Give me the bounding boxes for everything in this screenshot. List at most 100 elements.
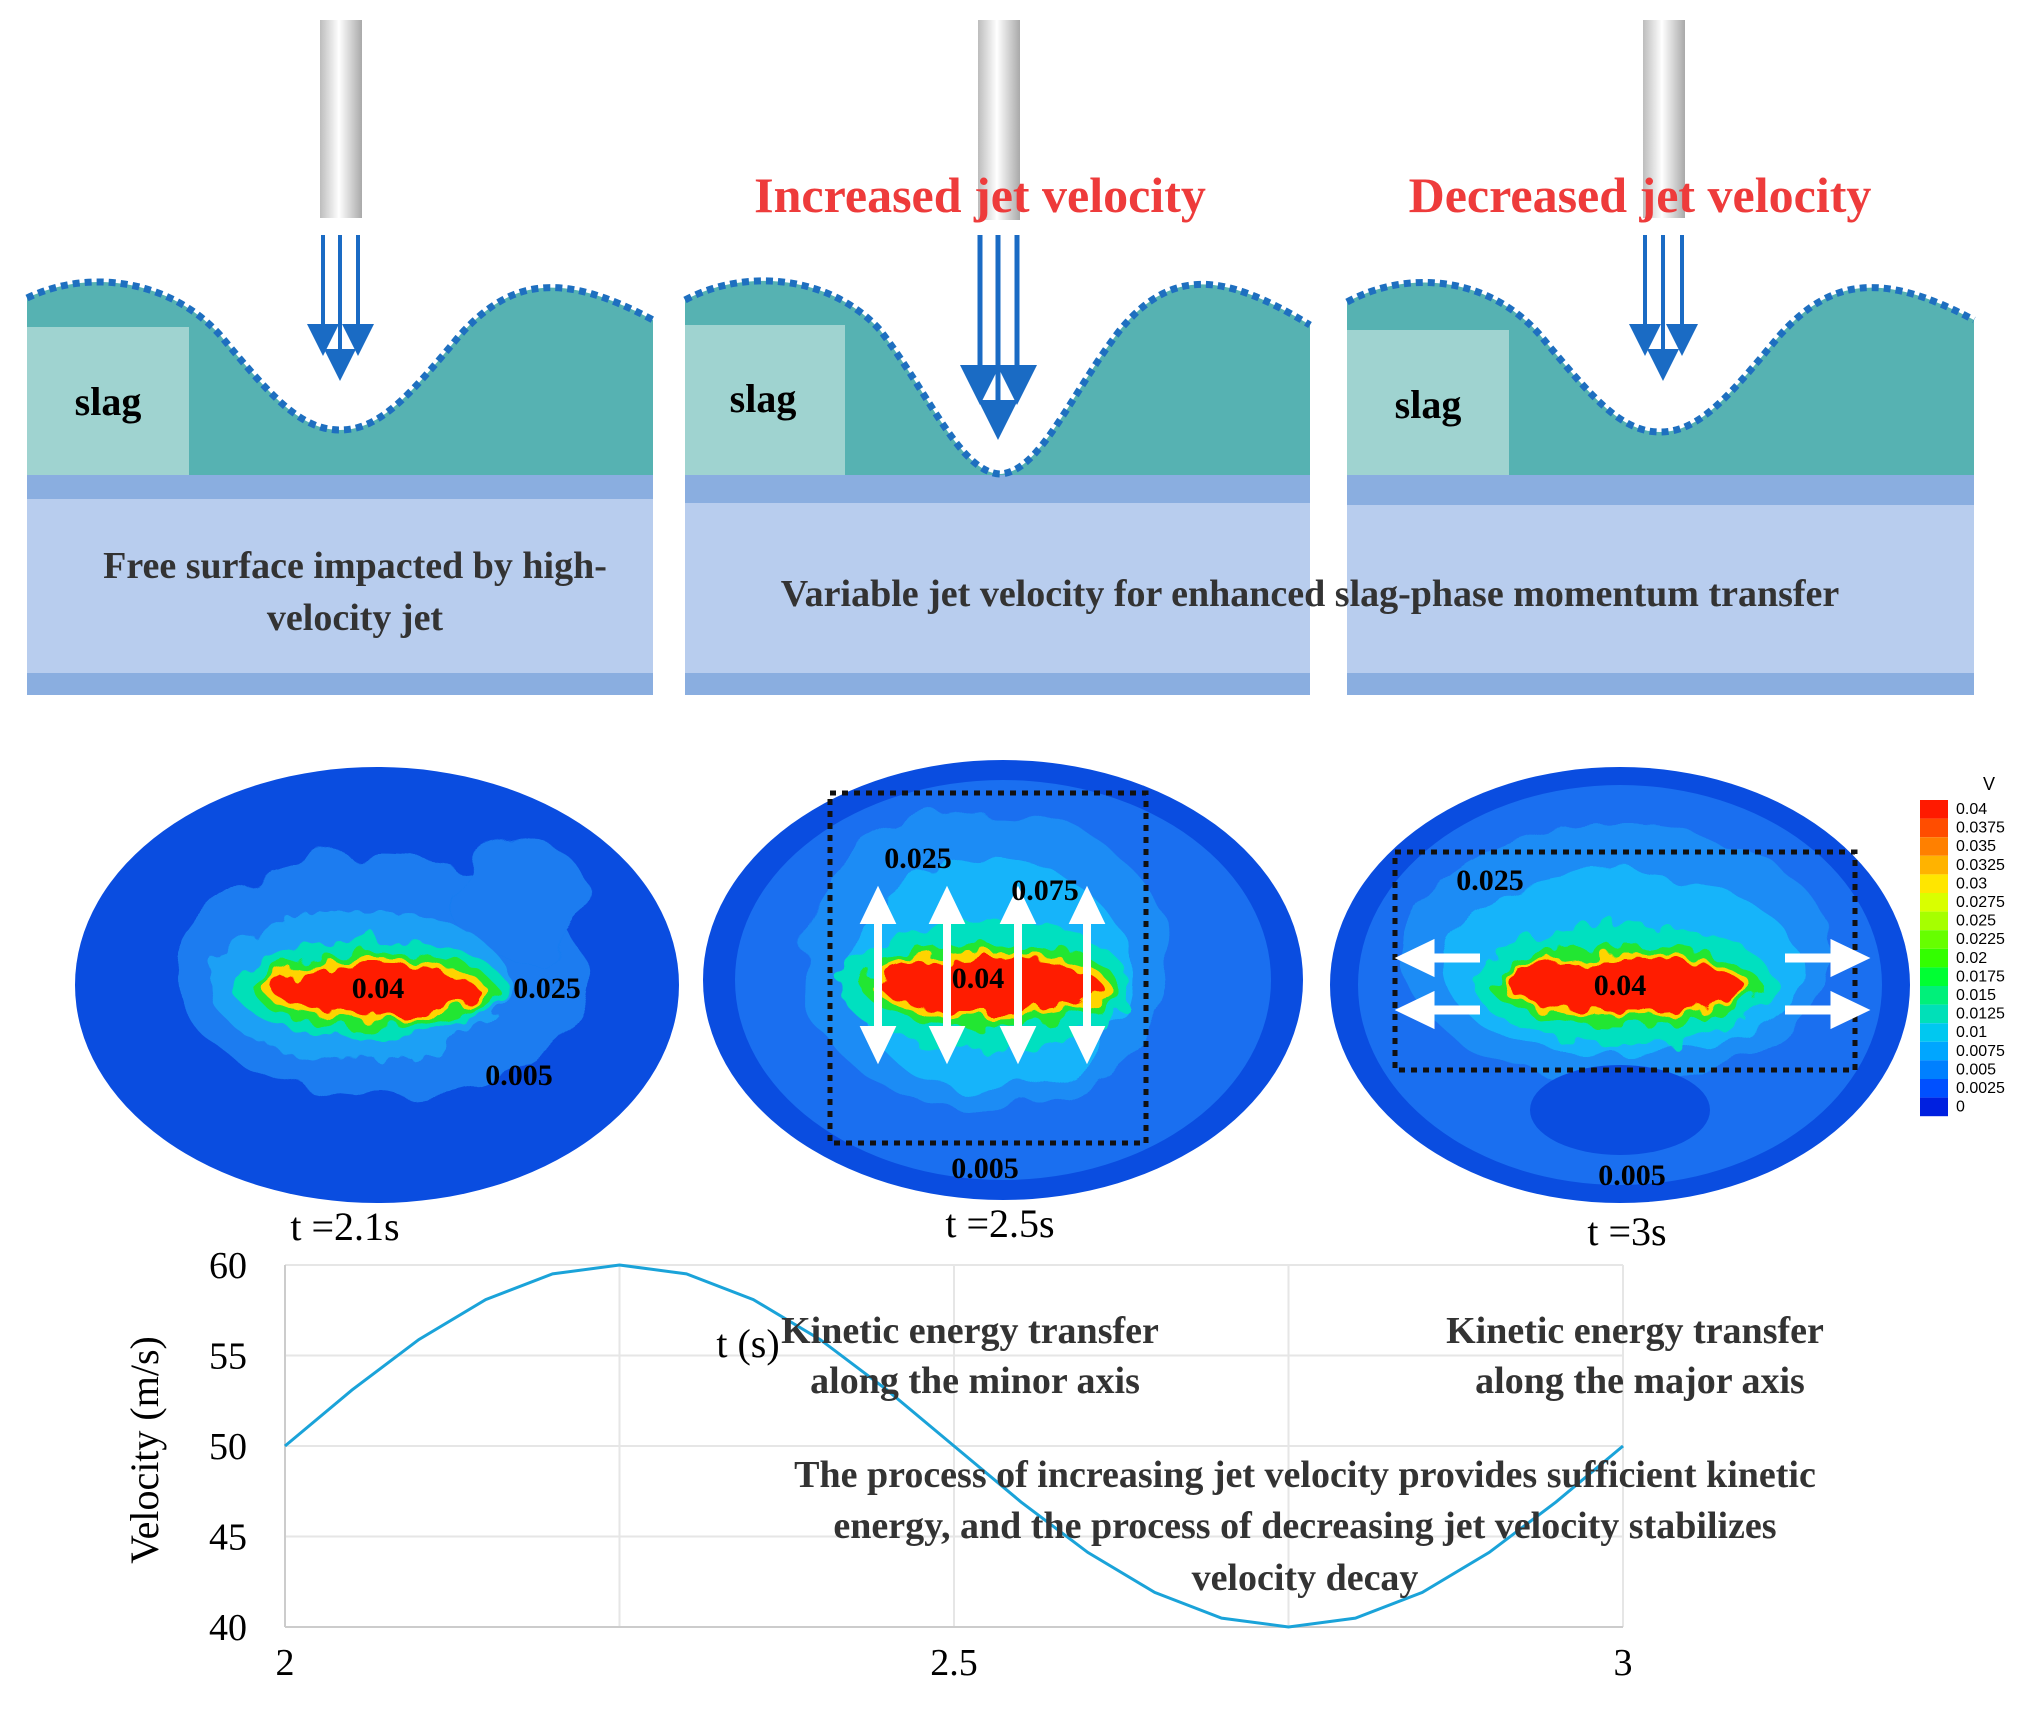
legend-swatch [1920, 837, 1948, 856]
time-label: t =2.5s [945, 1201, 1054, 1246]
legend-level-label: 0.01 [1956, 1024, 1987, 1041]
free-surface [683, 277, 1312, 478]
legend-swatch [1920, 1023, 1948, 1042]
velocity-series-line [284, 1263, 1624, 1629]
panel-caption-line-2: velocity jet [267, 597, 444, 639]
legend-level-label: 0.0225 [1956, 931, 2005, 948]
contour-1: 0.04 0.025 0.005 t =2.1s [75, 767, 679, 1249]
legend-level-label: 0.0025 [1956, 1080, 2005, 1097]
interface-band [27, 475, 653, 499]
time-label: t =2.1s [290, 1204, 399, 1249]
contour-3: 0.025 0.04 0.005 t =3s [1330, 767, 1910, 1254]
free-surface [1345, 278, 1976, 436]
contour-core-0.04 [880, 958, 1100, 1012]
legend-swatch [1920, 930, 1948, 949]
interface-band [1347, 475, 1974, 505]
contour-label: 0.005 [1598, 1159, 1666, 1192]
legend-level-label: 0.035 [1956, 838, 1996, 855]
panel-2: slag Increased jet velocity [683, 20, 1312, 695]
legend-swatch [1920, 1097, 1948, 1117]
x-axis-label: t (s) [716, 1321, 779, 1366]
legend-swatch [1920, 1041, 1948, 1061]
legend-swatch [1920, 1060, 1948, 1079]
legend-level-label: 0.02 [1956, 950, 1987, 967]
slag-block [685, 325, 845, 475]
contour-label: 0.075 [1011, 874, 1079, 907]
y-tick-label: 40 [209, 1607, 247, 1649]
contour-label: 0.04 [1594, 969, 1647, 1002]
y-tick-label: 60 [209, 1245, 247, 1287]
y-tick-label: 45 [209, 1517, 247, 1559]
annotation-minor-line-2: along the minor axis [810, 1360, 1140, 1402]
contour-label: 0.005 [951, 1152, 1019, 1185]
legend-level-label: 0.025 [1956, 913, 1996, 930]
slag-block [27, 327, 189, 475]
legend-level-label: 0.0325 [1956, 857, 2005, 874]
legend-level-label: 0.04 [1956, 801, 1987, 818]
substrate-layer [27, 475, 653, 675]
panel-3: slag Decreased jet velocity [1345, 20, 1976, 695]
jet-nozzle [320, 20, 362, 218]
annotation-major-line-1: Kinetic energy transfer [1446, 1310, 1824, 1352]
legend-swatch [1920, 1079, 1948, 1098]
legend-swatch [1920, 893, 1948, 912]
legend-swatch [1920, 874, 1948, 893]
contour-label: 0.025 [1456, 864, 1524, 897]
y-axis-label: Velocity (m/s) [122, 1336, 167, 1564]
bottom-band [685, 673, 1310, 695]
major-axis-arrows [1394, 938, 1871, 1030]
annotation-minor-line-1: Kinetic energy transfer [781, 1310, 1159, 1352]
summary-line-2: energy, and the process of decreasing je… [833, 1505, 1776, 1547]
contour-label: 0.005 [485, 1059, 553, 1092]
minor-axis-box [827, 790, 1149, 1146]
legend-level-label: 0.005 [1956, 1061, 1996, 1078]
jet-arrows [960, 235, 1037, 440]
contour-label: 0.025 [513, 972, 581, 1005]
bottom-band [27, 673, 653, 695]
legend-title: V [1983, 774, 1995, 794]
legend-swatch [1920, 855, 1948, 875]
panel-1: slag Free surface impacted by high- velo… [25, 20, 655, 695]
legend-swatch [1920, 948, 1948, 968]
colorbar-legend: V 0.040.03750.0350.03250.030.02750.0250.… [1920, 774, 2005, 1117]
jet-arrows [1629, 235, 1698, 381]
y-tick-label: 50 [209, 1426, 247, 1468]
legend-level-label: 0.0175 [1956, 968, 2005, 985]
legend-level-label: 0.0375 [1956, 820, 2005, 837]
legend-swatch [1920, 800, 1948, 819]
velocity-chart: 2 2.5 3 40 45 50 55 60 t (s) Velocity (m/s) Kin… [122, 1245, 1824, 1684]
contour-2: 0.025 0.075 0.04 0.005 t =2.5s [703, 760, 1303, 1246]
y-tick-label: 55 [209, 1336, 247, 1378]
substrate-layer [1347, 475, 1974, 675]
legend-swatch [1920, 818, 1948, 838]
contour-label: 0.04 [952, 962, 1005, 995]
slag-label: slag [75, 379, 142, 424]
jet-nozzle [978, 20, 1020, 220]
legend-swatch [1920, 986, 1948, 1005]
contour-label: 0.025 [884, 842, 952, 875]
time-label: t =3s [1587, 1209, 1666, 1254]
legend-level-label: 0.015 [1956, 987, 1996, 1004]
panel-caption-line-1: Free surface impacted by high- [103, 545, 607, 587]
slag-block [1347, 330, 1509, 475]
contour-core-0.04 [273, 966, 477, 1014]
jet-arrows [307, 235, 374, 381]
x-tick-label: 2 [276, 1642, 295, 1684]
legend-level-label: 0.03 [1956, 875, 1987, 892]
increased-velocity-heading: Increased jet velocity [754, 167, 1206, 223]
x-tick-label: 3 [1614, 1642, 1633, 1684]
contour-core-0.04 [1507, 959, 1743, 1011]
x-tick-label: 2.5 [930, 1642, 978, 1684]
substrate-layer [685, 475, 1310, 675]
contour-label: 0.04 [352, 972, 405, 1005]
jet-nozzle [1643, 20, 1685, 218]
legend-level-label: 0.0125 [1956, 1006, 2005, 1023]
legend-swatch [1920, 1004, 1948, 1024]
interface-band [685, 475, 1310, 503]
legend-swatch [1920, 911, 1948, 931]
annotation-major-line-2: along the major axis [1475, 1360, 1805, 1402]
slag-label: slag [730, 376, 797, 421]
minor-axis-arrows [859, 885, 1106, 1065]
decreased-velocity-heading: Decreased jet velocity [1409, 167, 1872, 223]
